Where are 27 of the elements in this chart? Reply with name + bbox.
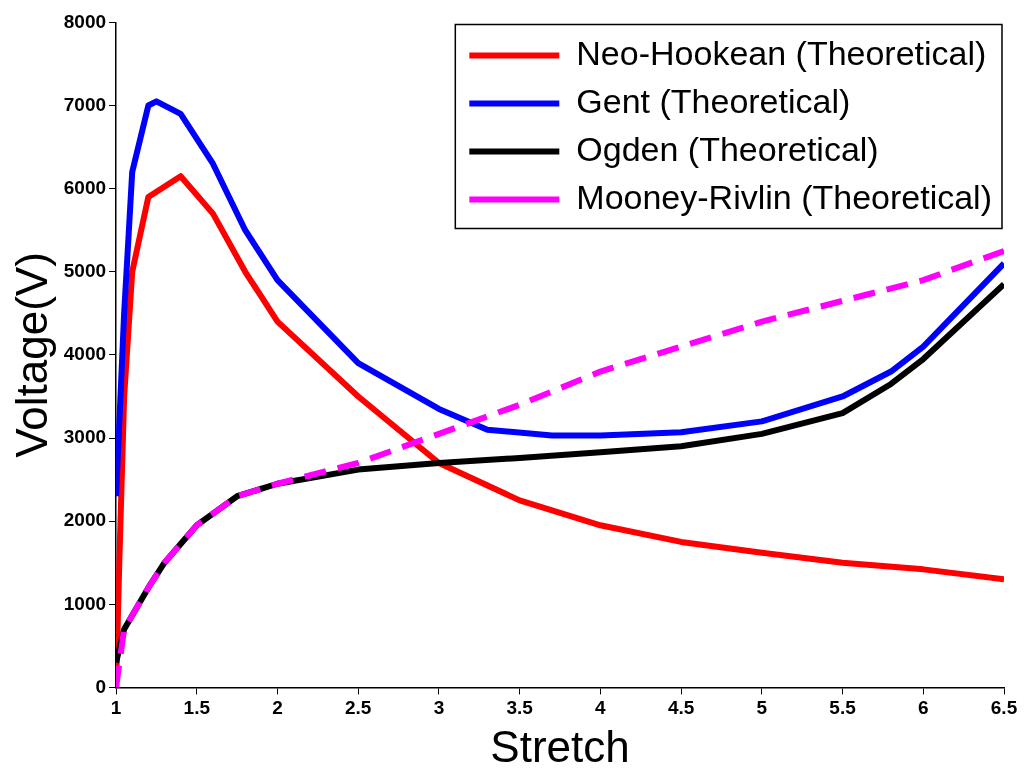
y-tick-label: 7000	[63, 93, 107, 115]
y-tick-label: 0	[95, 675, 107, 697]
x-tick-label: 4.5	[667, 697, 695, 719]
x-tick-label: 2.5	[345, 697, 372, 719]
x-tick-label: 5.5	[829, 697, 857, 719]
x-tick-label: 3	[433, 697, 445, 719]
legend-label: Mooney-Rivlin (Theoretical)	[576, 177, 992, 216]
y-tick-label: 1000	[63, 592, 107, 614]
y-axis-title: Voltage(V)	[6, 252, 56, 458]
legend-label: Ogden (Theoretical)	[576, 129, 879, 168]
x-tick-label: 6.5	[990, 697, 1018, 719]
y-tick-label: 6000	[63, 176, 107, 198]
y-tick-label: 2000	[63, 509, 107, 531]
y-tick-label: 5000	[63, 260, 107, 282]
y-tick-label: 4000	[63, 343, 107, 365]
x-axis-title: Stretch	[490, 721, 630, 771]
x-tick-label: 6	[917, 697, 929, 719]
legend-label: Gent (Theoretical)	[576, 81, 851, 120]
legend-label: Neo-Hookean (Theoretical)	[576, 33, 987, 72]
x-tick-label: 2	[272, 697, 283, 719]
x-tick-label: 5	[756, 697, 768, 719]
x-tick-label: 1	[110, 697, 122, 719]
x-tick-label: 4	[595, 697, 607, 719]
y-tick-label: 8000	[63, 10, 107, 32]
x-tick-label: 1.5	[183, 697, 211, 719]
x-tick-label: 3.5	[506, 697, 534, 719]
y-tick-label: 3000	[63, 426, 107, 448]
